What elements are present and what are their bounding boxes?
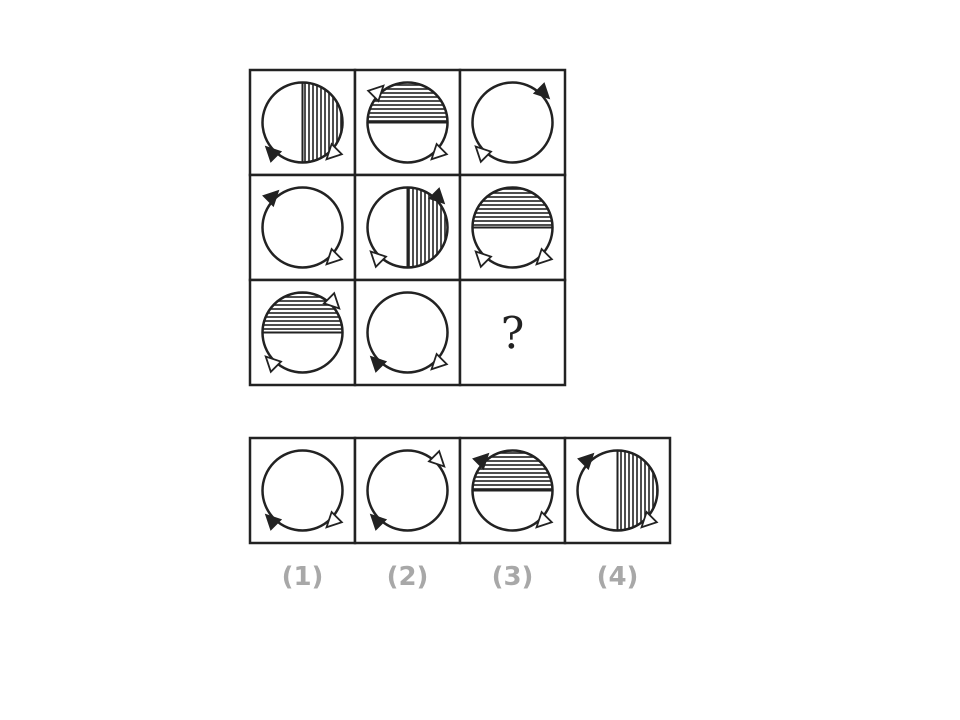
option-cell-border bbox=[248, 436, 357, 545]
grid-cell-5-circle bbox=[366, 186, 449, 269]
grid-cell-4-hollow-arrow-icon-1 bbox=[325, 247, 344, 266]
grid-cell-1-solid-arrow-icon bbox=[264, 145, 283, 163]
option-2[interactable]: (2) bbox=[353, 436, 462, 592]
option-label-1: (1) bbox=[282, 562, 324, 592]
option-2-circle bbox=[366, 449, 449, 532]
grid-cell-2 bbox=[353, 68, 462, 177]
grid-cell-1-hollow-arrow-icon-1 bbox=[325, 142, 344, 161]
grid-cell-1-circle bbox=[261, 81, 344, 164]
grid-cell-3-solid-arrow-icon bbox=[532, 82, 551, 100]
option-label-3: (3) bbox=[492, 562, 534, 592]
option-4-circle bbox=[576, 449, 659, 532]
option-1[interactable]: (1) bbox=[248, 436, 357, 592]
grid-cell-3-hollow-arrow-icon-1 bbox=[474, 145, 493, 164]
grid-cell-8-circle bbox=[366, 291, 449, 374]
grid-cell-8-hollow-arrow-icon-1 bbox=[430, 352, 449, 371]
grid-cell-6 bbox=[458, 173, 567, 282]
option-3-solid-arrow-icon bbox=[472, 452, 490, 471]
grid-cell-8 bbox=[353, 278, 462, 387]
option-label-4: (4) bbox=[597, 562, 639, 592]
grid-cell-4-circle bbox=[261, 186, 344, 269]
grid-cell-border bbox=[458, 278, 567, 387]
option-4-hollow-arrow-icon-1 bbox=[640, 510, 659, 529]
grid-cell-5-solid-arrow-icon bbox=[427, 187, 446, 205]
grid-cell-3 bbox=[458, 68, 567, 177]
grid-cell-9: ? bbox=[458, 278, 567, 387]
option-4-solid-arrow-icon bbox=[577, 452, 595, 471]
option-2-solid-arrow-icon bbox=[369, 513, 388, 531]
grid-cell-4-solid-arrow-icon bbox=[262, 189, 280, 208]
grid-cell-border bbox=[458, 68, 567, 177]
grid-cell-border bbox=[248, 173, 357, 282]
grid-cell-5-hollow-arrow-icon-1 bbox=[369, 250, 388, 269]
grid-cell-7-circle bbox=[261, 291, 344, 374]
option-label-2: (2) bbox=[387, 562, 429, 592]
question-grid: ? bbox=[248, 68, 567, 387]
grid-cell-7-hollow-arrow-icon-2 bbox=[264, 355, 283, 374]
grid-cell-6-circle bbox=[471, 186, 554, 269]
grid-cell-2-hollow-arrow-icon-1 bbox=[366, 84, 385, 103]
grid-cell-8-solid-arrow-icon bbox=[369, 355, 388, 373]
option-2-hollow-arrow-icon-1 bbox=[427, 449, 446, 468]
grid-cell-6-hollow-arrow-icon-1 bbox=[474, 250, 493, 269]
option-3-hollow-arrow-icon-1 bbox=[535, 510, 554, 529]
grid-cell-1 bbox=[248, 68, 357, 177]
question-mark: ? bbox=[501, 309, 525, 360]
option-1-solid-arrow-icon bbox=[264, 513, 283, 531]
grid-cell-5 bbox=[353, 173, 462, 282]
option-3[interactable]: (3) bbox=[458, 436, 567, 592]
option-cell-border bbox=[353, 436, 462, 545]
grid-cell-3-circle bbox=[471, 81, 554, 164]
grid-cell-2-hollow-arrow-icon-2 bbox=[430, 142, 449, 161]
option-3-circle bbox=[471, 449, 554, 532]
grid-cell-border bbox=[353, 278, 462, 387]
grid-cell-6-hollow-arrow-icon-2 bbox=[535, 247, 554, 266]
grid-cell-7 bbox=[248, 278, 357, 387]
grid-cell-2-circle bbox=[366, 81, 449, 164]
option-1-hollow-arrow-icon-1 bbox=[325, 510, 344, 529]
grid-cell-7-hollow-arrow-icon-1 bbox=[322, 291, 341, 310]
answer-options: (1) (2) (3) (4) bbox=[248, 436, 672, 592]
option-4[interactable]: (4) bbox=[563, 436, 672, 592]
option-1-circle bbox=[261, 449, 344, 532]
grid-cell-4 bbox=[248, 173, 357, 282]
